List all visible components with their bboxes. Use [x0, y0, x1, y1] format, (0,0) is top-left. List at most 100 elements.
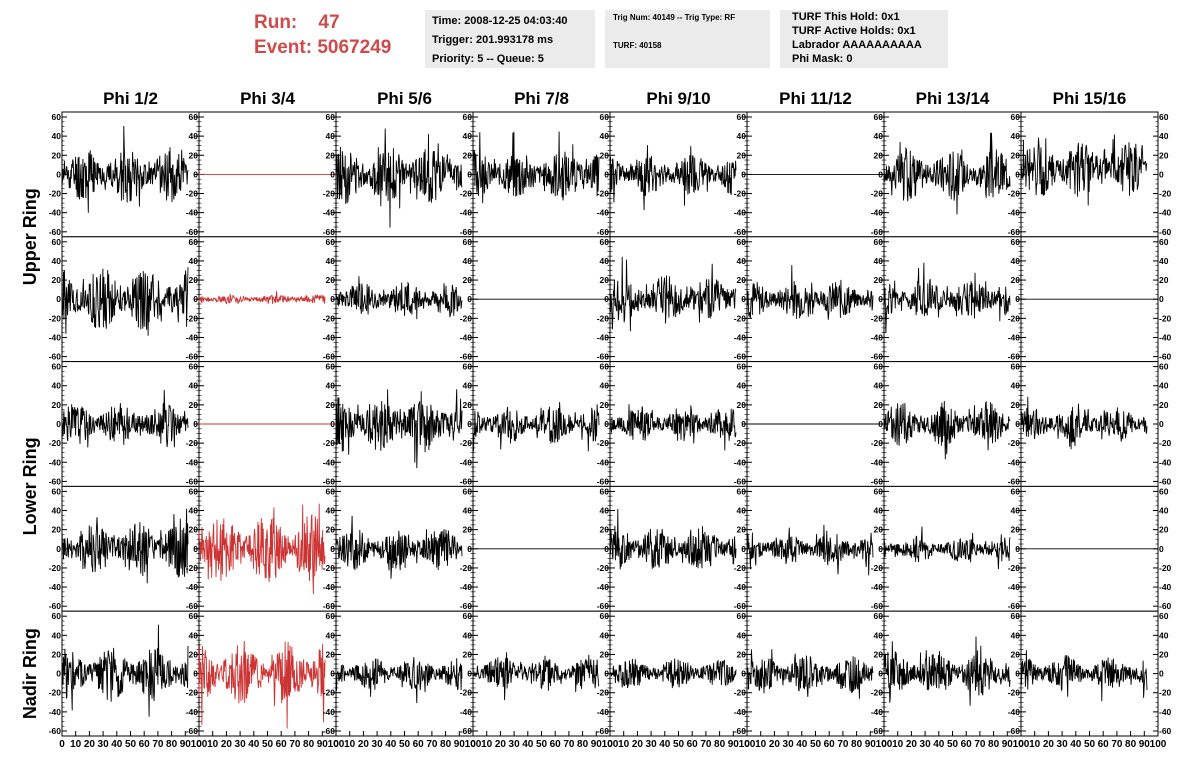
y-tick-label: 20	[874, 275, 884, 285]
waveform-panel: 60 40 20 0 -20 -40 -60	[323, 485, 474, 612]
column-header: Phi 7/8	[514, 89, 569, 108]
x-tick-label: 30	[372, 739, 384, 750]
y-tick-label: -40	[1008, 332, 1021, 342]
y-tick-label: -40	[460, 332, 473, 342]
turf-info-box: TURF This Hold: 0x1 TURF Active Holds: 0…	[780, 10, 948, 68]
y-tick-label: -20	[1008, 438, 1021, 448]
y-tick-label: 0	[1015, 544, 1020, 554]
y-tick-label: -60	[734, 476, 747, 486]
waveform-trace	[883, 132, 1011, 215]
waveform-trace	[198, 640, 326, 729]
y-tick-label: 20	[52, 150, 62, 160]
waveform-panel: 60 40 20 0 -20 -40 -60	[49, 361, 200, 487]
y-tick-label: 20	[737, 150, 747, 160]
turf-active-line: TURF Active Holds: 0x1	[792, 25, 916, 37]
y-tick-label: 0	[741, 169, 746, 179]
x-tick-label: 60	[550, 739, 562, 750]
y-tick-label: -20	[49, 438, 62, 448]
waveform-trace	[1020, 396, 1148, 450]
column-header: Phi 3/4	[240, 89, 295, 108]
y-tick-label: -20	[323, 189, 336, 199]
y-tick-label: 40	[1011, 256, 1021, 266]
x-tick-label: 70	[426, 739, 438, 750]
x-tick-label: 80	[577, 739, 589, 750]
waveform-trace	[335, 657, 463, 704]
y-tick-label: 20	[189, 649, 199, 659]
y-tick-label: -40	[186, 582, 199, 592]
x-tick-label: 0	[196, 739, 202, 750]
y-tick-label: -20	[871, 688, 884, 698]
y-tick-label: -20	[1008, 189, 1021, 199]
y-tick-label: 60	[1011, 112, 1021, 122]
x-tick-label: 50	[125, 739, 137, 750]
y-tick-label: 40	[189, 256, 199, 266]
y-tick-label: -40	[871, 707, 884, 717]
y-tick-label: -20	[460, 688, 473, 698]
y-tick-label: 60	[326, 486, 336, 496]
waveform-panel: 60 40 20 0 -20 -40 -60	[871, 485, 1022, 612]
y-tick-label: 40	[737, 381, 747, 391]
y-tick-label: 40	[52, 630, 62, 640]
x-tick-label: 20	[358, 739, 370, 750]
y-tick-label: -40	[186, 707, 199, 717]
waveform-panel: 60 40 20 0 -20 -40 -60	[597, 361, 748, 487]
x-tick-label: 90	[317, 739, 329, 750]
y-tick-label: -60	[1008, 601, 1021, 611]
waveform-trace	[883, 526, 1011, 570]
y-tick-label: -60	[597, 227, 610, 237]
y-tick-label: 60	[737, 611, 747, 621]
column-header: Phi 5/6	[377, 89, 432, 108]
x-tick-label: 100	[1013, 739, 1030, 750]
y-tick-label-right: 20	[1159, 649, 1169, 659]
y-tick-label: 20	[189, 275, 199, 285]
y-tick-label: 20	[326, 649, 336, 659]
y-tick-label: 20	[189, 525, 199, 535]
y-tick-label: 0	[1015, 294, 1020, 304]
y-tick-label: 60	[463, 362, 473, 372]
x-tick-label: 0	[59, 739, 65, 750]
y-tick-label: -20	[460, 189, 473, 199]
y-tick-label: 0	[878, 669, 883, 679]
waveform-panel: 60 40 20 0 -20 -40 -60	[460, 485, 611, 612]
y-tick-label: 60	[52, 486, 62, 496]
waveform-panel: 60 40 20 0 -20 -40 -60	[734, 236, 885, 363]
y-tick-label: -60	[49, 726, 62, 736]
y-tick-label: 40	[326, 506, 336, 516]
ring-label: Nadir Ring	[20, 628, 40, 719]
y-tick-label: 60	[600, 486, 610, 496]
labrador-line: Labrador AAAAAAAAAA	[792, 39, 922, 51]
y-tick-label: 60	[600, 362, 610, 372]
x-tick-label: 0	[881, 739, 887, 750]
x-tick-label: 80	[714, 739, 726, 750]
y-tick-label: 60	[463, 112, 473, 122]
y-tick-label: 40	[189, 131, 199, 141]
y-tick-label: 0	[193, 169, 198, 179]
y-tick-label: -60	[460, 352, 473, 362]
y-tick-label: -40	[460, 208, 473, 218]
waveform-panel: 60 40 20 0 -20 -40 -60	[49, 111, 200, 238]
y-tick-label: -60	[186, 227, 199, 237]
y-tick-label: 0	[604, 669, 609, 679]
y-tick-label: 20	[737, 400, 747, 410]
x-tick-label: 70	[289, 739, 301, 750]
y-tick-label: 40	[874, 506, 884, 516]
y-tick-label: 0	[467, 169, 472, 179]
y-tick-label: 40	[463, 506, 473, 516]
y-tick-label: 0	[741, 544, 746, 554]
y-tick-label-right: 60	[1159, 362, 1169, 372]
y-tick-label-right: -20	[1159, 189, 1172, 199]
y-tick-label: -20	[460, 563, 473, 573]
x-tick-label: 40	[385, 739, 397, 750]
y-tick-label: -40	[460, 707, 473, 717]
y-tick-label: 40	[52, 131, 62, 141]
y-tick-label: -60	[49, 476, 62, 486]
y-tick-label: -40	[323, 457, 336, 467]
x-tick-label: 100	[602, 739, 619, 750]
y-tick-label: -60	[871, 227, 884, 237]
y-tick-label-right: -20	[1159, 563, 1172, 573]
waveform-trace	[335, 389, 463, 469]
y-tick-label: -60	[323, 352, 336, 362]
x-tick-label: 100	[739, 739, 756, 750]
